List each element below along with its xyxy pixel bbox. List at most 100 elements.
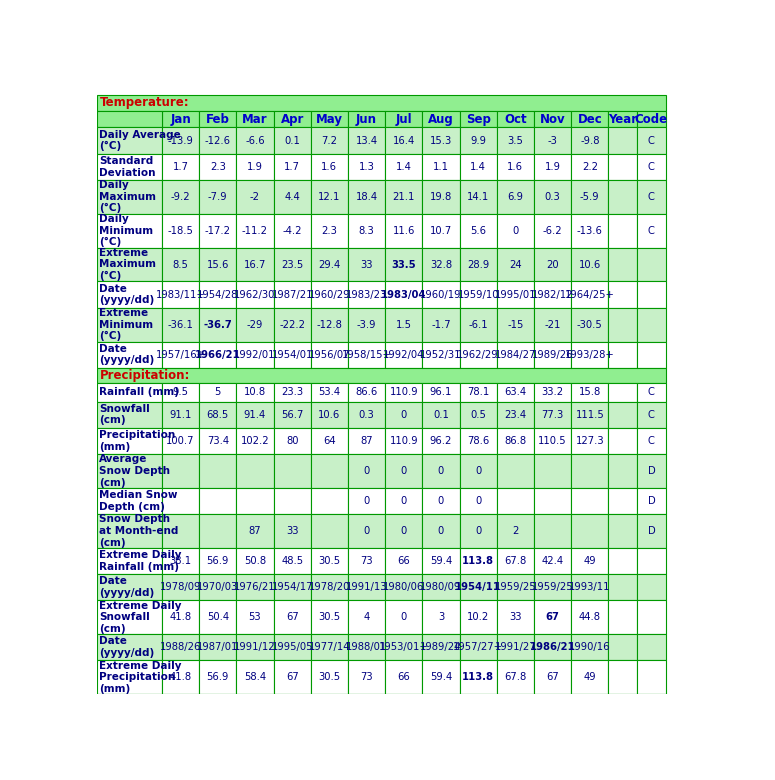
Text: 1954/17: 1954/17: [271, 582, 313, 592]
Text: 1959/25: 1959/25: [494, 702, 536, 712]
Bar: [637, 154, 666, 180]
Text: -17.2: -17.2: [205, 225, 231, 236]
Bar: [608, 634, 637, 661]
Bar: [236, 180, 274, 214]
Text: 24: 24: [509, 260, 522, 270]
Text: 1970/03: 1970/03: [197, 702, 239, 712]
Bar: [97, 342, 162, 367]
Text: 1959/10: 1959/10: [457, 289, 499, 300]
Bar: [608, 661, 637, 694]
Bar: [311, 601, 348, 634]
Bar: [571, 754, 608, 780]
Bar: [162, 548, 199, 574]
Text: Date
(yyyy/dd): Date (yyyy/dd): [99, 284, 154, 306]
Bar: [385, 488, 422, 514]
Bar: [236, 307, 274, 342]
Bar: [348, 754, 385, 780]
Bar: [311, 383, 348, 402]
Text: Sep: Sep: [466, 112, 491, 126]
Bar: [311, 754, 348, 780]
Bar: [236, 601, 274, 634]
Bar: [274, 383, 311, 402]
Text: Extreme
Snow Depth
(cm): Extreme Snow Depth (cm): [99, 721, 170, 754]
Bar: [162, 282, 199, 307]
Bar: [199, 454, 236, 488]
Bar: [385, 754, 422, 780]
Text: 10.7: 10.7: [430, 225, 452, 236]
Bar: [199, 488, 236, 514]
Text: 1954/11: 1954/11: [455, 582, 501, 592]
Bar: [571, 454, 608, 488]
Text: -6.1: -6.1: [468, 320, 488, 330]
Bar: [274, 694, 311, 721]
Text: 1954/28: 1954/28: [197, 289, 239, 300]
Text: Extreme Daily
Precipitation
(mm): Extreme Daily Precipitation (mm): [99, 661, 181, 694]
Text: -36.1: -36.1: [167, 320, 194, 330]
Bar: [311, 342, 348, 367]
Text: 96.1: 96.1: [430, 388, 452, 397]
Text: Extreme
Maximum
(°C): Extreme Maximum (°C): [99, 248, 157, 281]
Text: 23.5: 23.5: [281, 260, 303, 270]
Text: 1977/14+: 1977/14+: [305, 702, 354, 712]
Text: -7.9: -7.9: [208, 192, 228, 202]
Bar: [534, 754, 571, 780]
Text: 63.4: 63.4: [505, 388, 526, 397]
Bar: [534, 721, 571, 754]
Text: 1.7: 1.7: [173, 161, 188, 172]
Text: 135: 135: [171, 732, 190, 743]
Text: 1960/29: 1960/29: [308, 289, 350, 300]
Bar: [348, 154, 385, 180]
Text: 1959/25: 1959/25: [532, 582, 574, 592]
Text: 1987/01: 1987/01: [197, 642, 239, 652]
Text: 73: 73: [360, 556, 373, 566]
Bar: [97, 488, 162, 514]
Text: 1959/25: 1959/25: [494, 582, 536, 592]
Bar: [422, 694, 460, 721]
Bar: [608, 454, 637, 488]
Bar: [97, 383, 162, 402]
Bar: [571, 307, 608, 342]
Bar: [422, 383, 460, 402]
Text: 1995/01: 1995/01: [308, 762, 350, 772]
Text: 1957/27+: 1957/27+: [453, 642, 503, 652]
Bar: [274, 127, 311, 154]
Text: 1990/16: 1990/16: [569, 642, 611, 652]
Bar: [608, 111, 637, 127]
Bar: [534, 601, 571, 634]
Text: Year: Year: [608, 112, 637, 126]
Bar: [497, 342, 534, 367]
Bar: [385, 721, 422, 754]
Bar: [422, 307, 460, 342]
Bar: [236, 154, 274, 180]
Text: 1991/13: 1991/13: [346, 582, 388, 592]
Bar: [199, 111, 236, 127]
Bar: [199, 307, 236, 342]
Text: 8.3: 8.3: [359, 225, 374, 236]
Bar: [348, 247, 385, 282]
Bar: [348, 488, 385, 514]
Bar: [422, 514, 460, 548]
Text: Snow Depth
at Month-end
(cm): Snow Depth at Month-end (cm): [99, 514, 178, 548]
Bar: [97, 307, 162, 342]
Bar: [348, 721, 385, 754]
Text: 1.4: 1.4: [470, 161, 486, 172]
Bar: [571, 514, 608, 548]
Bar: [460, 383, 497, 402]
Bar: [608, 601, 637, 634]
Text: 0: 0: [475, 526, 481, 536]
Bar: [637, 634, 666, 661]
Text: 87: 87: [360, 436, 373, 446]
Bar: [199, 661, 236, 694]
Bar: [637, 661, 666, 694]
Text: 1982/12: 1982/12: [532, 289, 574, 300]
Text: -13.9: -13.9: [167, 136, 194, 146]
Bar: [460, 694, 497, 721]
Text: 0: 0: [401, 466, 407, 476]
Text: 53: 53: [249, 612, 261, 622]
Text: 23.3: 23.3: [281, 388, 303, 397]
Text: -6.6: -6.6: [245, 136, 265, 146]
Text: 1991/13+: 1991/13+: [230, 762, 280, 772]
Text: 1976/21: 1976/21: [234, 582, 276, 592]
Bar: [199, 214, 236, 247]
Text: 1995/01: 1995/01: [494, 289, 536, 300]
